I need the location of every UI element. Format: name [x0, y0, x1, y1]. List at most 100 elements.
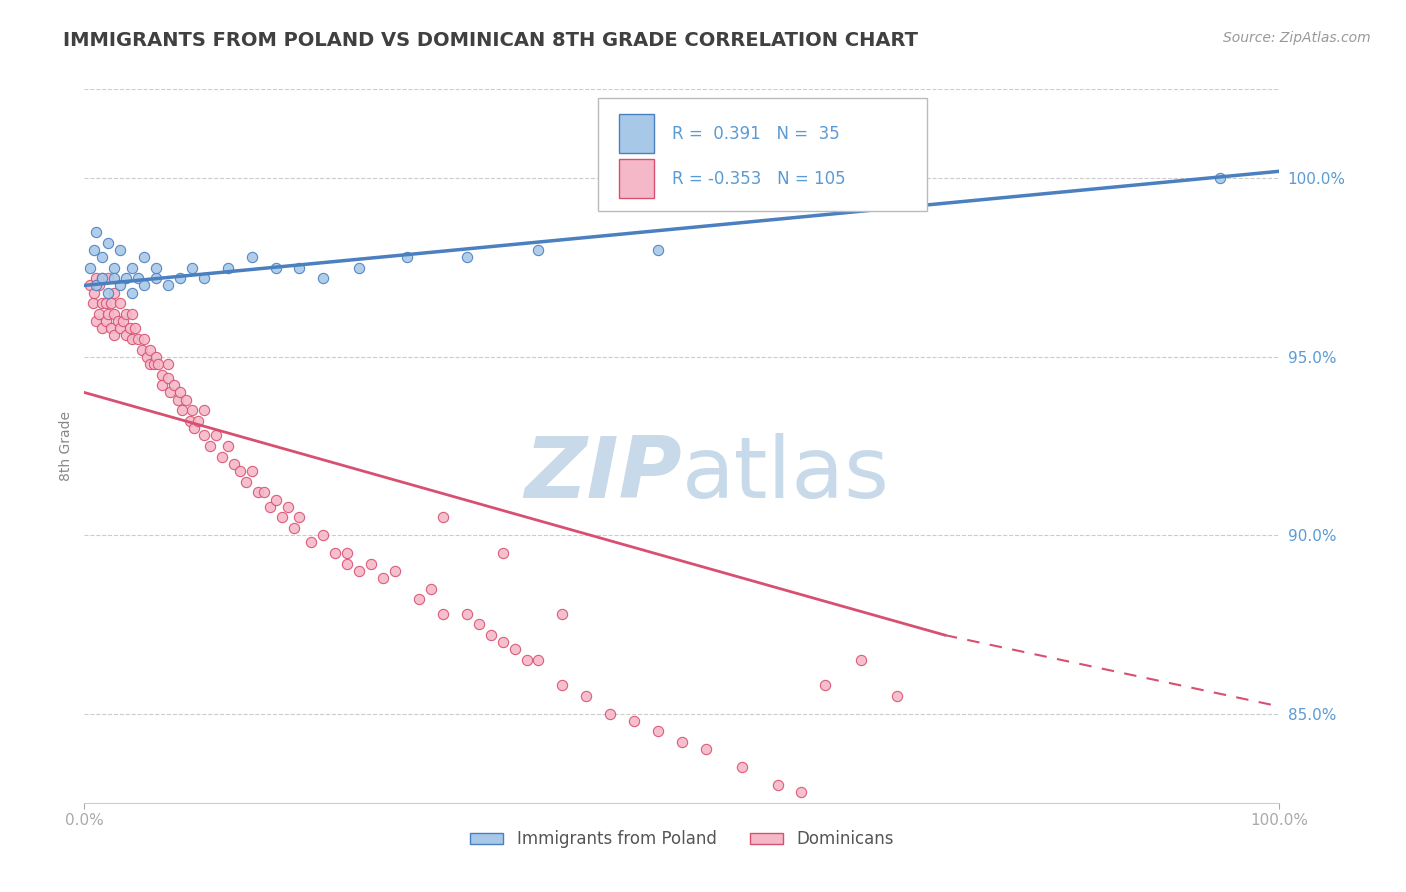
Point [181, 403, 204, 417]
Point [169, 271, 191, 285]
Point [222, 457, 245, 471]
Point [103, 285, 125, 300]
Point [1209, 171, 1232, 186]
Point [83, 243, 105, 257]
Point [179, 414, 201, 428]
Point [121, 332, 143, 346]
Text: atlas: atlas [682, 433, 890, 516]
Point [503, 642, 526, 657]
Point [79, 278, 101, 293]
Point [150, 378, 173, 392]
Point [86, 314, 108, 328]
Point [142, 357, 165, 371]
Point [336, 546, 359, 560]
Point [193, 428, 215, 442]
Point [100, 321, 122, 335]
Point [115, 328, 138, 343]
Point [97, 235, 120, 250]
Point [91, 271, 114, 285]
Y-axis label: 8th Grade: 8th Grade [59, 411, 73, 481]
Point [187, 414, 209, 428]
Point [97, 307, 120, 321]
Point [259, 500, 281, 514]
Point [492, 635, 515, 649]
Point [851, 653, 873, 667]
Point [492, 546, 515, 560]
Point [87, 307, 110, 321]
Point [288, 260, 311, 275]
Point [157, 371, 180, 385]
Point [814, 678, 837, 692]
Point [270, 510, 292, 524]
Point [240, 250, 263, 264]
Point [107, 314, 129, 328]
Point [235, 475, 257, 489]
Point [132, 250, 156, 264]
Point [312, 528, 335, 542]
Bar [619, 114, 654, 153]
Point [91, 271, 114, 285]
Point [91, 250, 114, 264]
Point [97, 285, 120, 300]
Point [349, 564, 371, 578]
Point [139, 357, 162, 371]
Point [671, 735, 693, 749]
Point [647, 243, 669, 257]
Point [166, 392, 188, 407]
Text: ZIP: ZIP [524, 433, 682, 516]
Point [110, 243, 132, 257]
Point [124, 321, 146, 335]
Point [110, 278, 132, 293]
Point [118, 321, 141, 335]
Text: R = -0.353   N = 105: R = -0.353 N = 105 [672, 169, 846, 187]
Point [127, 271, 149, 285]
Point [301, 535, 323, 549]
Point [527, 653, 550, 667]
Point [479, 628, 502, 642]
Point [115, 271, 138, 285]
Point [157, 357, 180, 371]
Point [229, 464, 252, 478]
Point [94, 314, 117, 328]
Point [145, 271, 167, 285]
Point [432, 607, 454, 621]
Point [886, 689, 908, 703]
Point [181, 260, 204, 275]
Point [432, 510, 454, 524]
Point [336, 557, 359, 571]
Point [183, 421, 205, 435]
Point [360, 557, 382, 571]
Point [695, 742, 717, 756]
Point [157, 278, 180, 293]
Point [131, 343, 153, 357]
Point [217, 260, 239, 275]
Point [456, 607, 478, 621]
Text: Source: ZipAtlas.com: Source: ZipAtlas.com [1223, 31, 1371, 45]
Point [103, 271, 125, 285]
Point [83, 285, 105, 300]
Point [132, 278, 156, 293]
Text: IMMIGRANTS FROM POLAND VS DOMINICAN 8TH GRADE CORRELATION CHART: IMMIGRANTS FROM POLAND VS DOMINICAN 8TH … [63, 31, 918, 50]
Point [211, 450, 233, 464]
Point [148, 357, 170, 371]
Point [217, 439, 239, 453]
Point [159, 385, 181, 400]
Point [575, 689, 598, 703]
Point [79, 260, 101, 275]
Point [516, 653, 538, 667]
Point [193, 403, 215, 417]
Point [145, 260, 167, 275]
Point [551, 678, 574, 692]
Point [647, 724, 669, 739]
Point [86, 278, 108, 293]
Point [551, 607, 574, 621]
Point [135, 350, 157, 364]
Point [91, 321, 114, 335]
Point [349, 260, 371, 275]
Point [198, 439, 221, 453]
Point [169, 385, 191, 400]
Point [527, 243, 550, 257]
Point [91, 296, 114, 310]
Point [240, 464, 263, 478]
Point [283, 521, 305, 535]
